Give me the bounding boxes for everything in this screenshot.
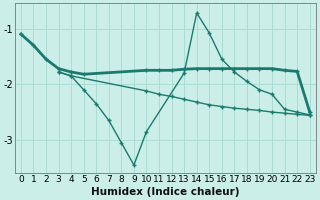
- X-axis label: Humidex (Indice chaleur): Humidex (Indice chaleur): [91, 187, 240, 197]
